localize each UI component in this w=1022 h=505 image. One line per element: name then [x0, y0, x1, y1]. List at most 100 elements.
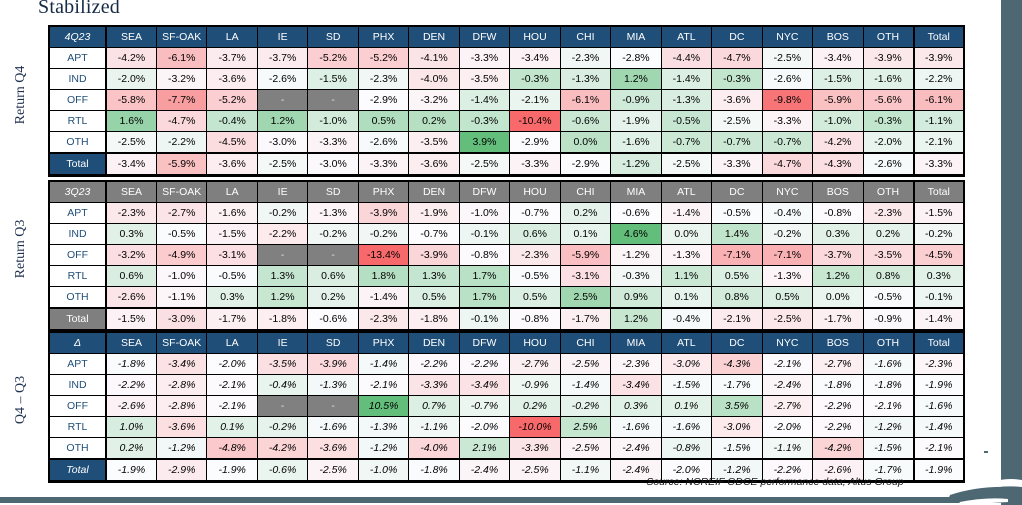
table-return-q4: 4Q23 SEA SF-OAK LA IE SD PHX DEN DFW HOU CHI MIA ATL…: [48, 25, 965, 177]
row-header: APT: [48, 202, 107, 224]
value-cell: -0.8%: [812, 202, 864, 224]
value-cell: -2.3%: [862, 202, 915, 224]
value-cell: -0.8%: [458, 244, 511, 266]
value-cell: -4.7%: [761, 152, 814, 176]
value-cell: -5.8%: [105, 89, 157, 111]
column-header: NYC: [761, 180, 814, 203]
value-cell: -2.7%: [812, 353, 864, 375]
value-cell: -10.0%: [509, 416, 561, 438]
value-cell: -3.2%: [105, 244, 157, 266]
value-cell: -1.7%: [559, 307, 612, 331]
value-cell: -1.6%: [307, 416, 359, 438]
value-cell: -2.9%: [559, 152, 612, 176]
value-cell: -2.1%: [711, 307, 763, 331]
value-cell: -2.0%: [761, 416, 814, 438]
value-cell: -2.7%: [761, 395, 814, 417]
value-cell: -2.0%: [206, 353, 258, 375]
column-header: ATL: [660, 180, 713, 203]
value-cell: 4.6%: [610, 223, 662, 245]
value-cell: -3.6%: [711, 89, 763, 111]
value-cell: -2.0%: [862, 131, 915, 154]
value-cell: -2.2%: [458, 353, 511, 375]
value-cell: -1.7%: [711, 374, 763, 396]
value-cell: -3.4%: [105, 152, 157, 176]
value-cell: 0.6%: [105, 265, 157, 287]
value-cell: -6.1%: [559, 89, 612, 111]
column-header: ATL: [660, 25, 713, 48]
value-cell: -1.0%: [812, 110, 864, 132]
value-cell: -1.5%: [105, 307, 157, 331]
value-cell: -2.5%: [761, 307, 814, 331]
value-cell: -3.3%: [307, 131, 359, 154]
value-cell: -3.9%: [408, 244, 460, 266]
value-cell: -1.3%: [761, 265, 814, 287]
value-cell: -1.6%: [862, 353, 915, 375]
row-header: Total: [48, 458, 107, 482]
value-cell: 0.9%: [610, 286, 662, 309]
value-cell: -2.9%: [509, 131, 561, 154]
value-cell: -4.8%: [206, 437, 258, 460]
value-cell: -1.6%: [610, 131, 662, 154]
value-cell: -3.5%: [408, 131, 460, 154]
value-cell: -0.7%: [660, 131, 713, 154]
value-cell: -2.1%: [206, 395, 258, 417]
row-header: RTL: [48, 110, 107, 132]
value-cell: -4.3%: [812, 152, 864, 176]
value-cell: -2.2%: [761, 458, 814, 482]
value-cell: -3.7%: [812, 244, 864, 266]
value-cell: -2.3%: [357, 307, 410, 331]
value-cell: -4.7%: [711, 47, 763, 69]
value-cell: -3.7%: [256, 47, 309, 69]
value-cell: 0.1%: [559, 223, 612, 245]
value-cell: -2.1%: [862, 395, 915, 417]
value-cell: -3.3%: [458, 47, 511, 69]
value-cell: -1.9%: [105, 458, 157, 482]
value-cell: 1.1%: [660, 265, 713, 287]
value-cell: -3.6%: [408, 152, 460, 176]
value-cell: -: [256, 89, 309, 111]
value-cell: -3.5%: [862, 244, 915, 266]
column-header: Total: [912, 331, 965, 354]
value-cell: -2.5%: [559, 353, 612, 375]
value-cell: 2.5%: [559, 286, 612, 309]
value-cell: 1.2%: [610, 307, 662, 331]
value-cell: -3.4%: [155, 353, 208, 375]
column-header: ATL: [660, 331, 713, 354]
value-cell: -7.1%: [711, 244, 763, 266]
row-header: OTH: [48, 437, 107, 460]
value-cell: -3.4%: [812, 47, 864, 69]
column-header: BOS: [812, 331, 864, 354]
value-cell: -2.3%: [610, 353, 662, 375]
value-cell: -0.4%: [761, 202, 814, 224]
value-cell: -1.1%: [912, 110, 965, 132]
value-cell: -1.2%: [610, 152, 662, 176]
value-cell: -4.2%: [812, 437, 864, 460]
value-cell: 1.7%: [458, 286, 511, 309]
value-cell: -2.4%: [610, 458, 662, 482]
column-header: OTH: [862, 180, 915, 203]
value-cell: -1.5%: [912, 202, 965, 224]
value-cell: 0.6%: [307, 265, 359, 287]
value-cell: -0.2%: [912, 223, 965, 245]
value-cell: -1.8%: [256, 307, 309, 331]
row-header: RTL: [48, 416, 107, 438]
value-cell: 1.2%: [256, 286, 309, 309]
value-cell: -3.1%: [559, 265, 612, 287]
value-cell: -: [256, 395, 309, 417]
value-cell: -2.3%: [357, 68, 410, 90]
value-cell: 3.5%: [711, 395, 763, 417]
value-cell: -1.2%: [155, 437, 208, 460]
column-header: SD: [307, 180, 359, 203]
value-cell: 3.9%: [458, 131, 511, 154]
value-cell: -3.9%: [862, 47, 915, 69]
value-cell: -3.6%: [307, 437, 359, 460]
value-cell: -1.4%: [458, 89, 511, 111]
value-cell: -1.9%: [408, 202, 460, 224]
value-cell: -1.7%: [862, 458, 915, 482]
value-cell: -1.6%: [862, 68, 915, 90]
value-cell: -0.9%: [509, 374, 561, 396]
value-cell: -3.1%: [206, 244, 258, 266]
value-cell: -0.9%: [610, 89, 662, 111]
value-cell: -: [307, 395, 359, 417]
value-cell: 0.1%: [660, 395, 713, 417]
